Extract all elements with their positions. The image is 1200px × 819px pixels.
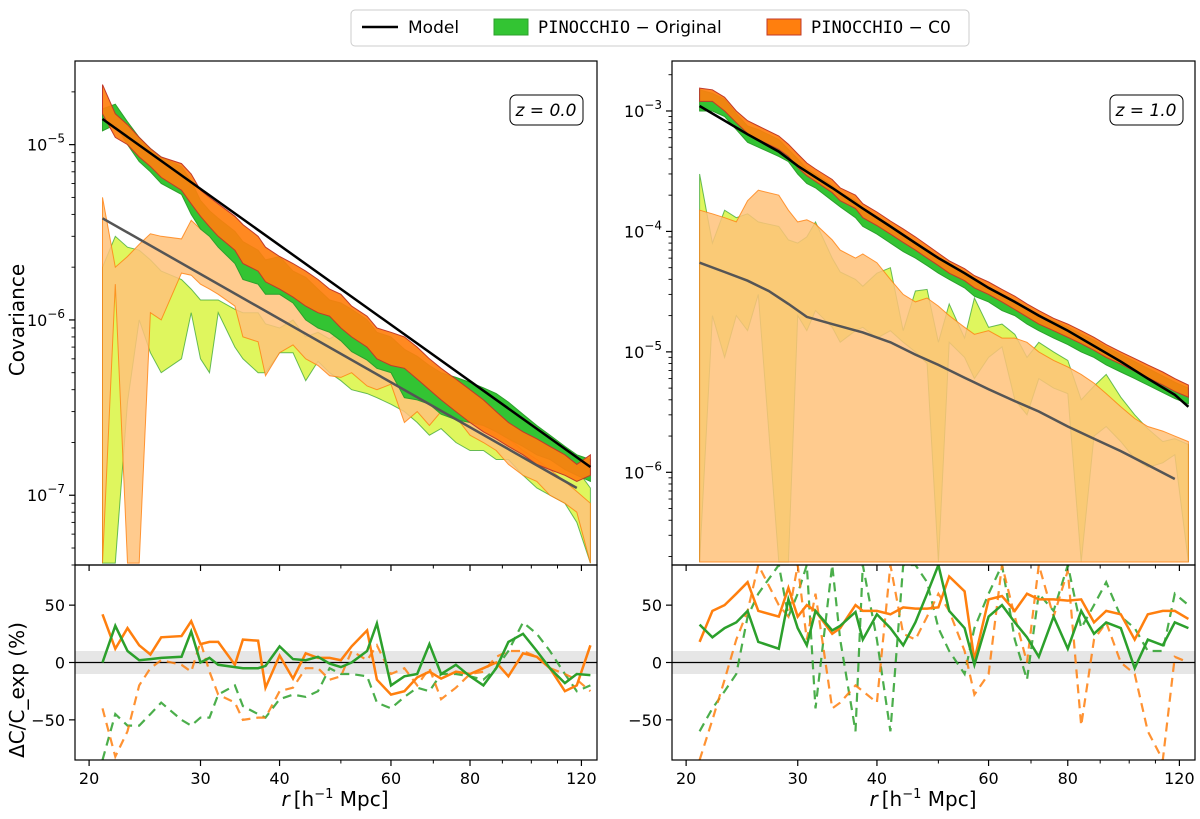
x-axis-label-right-unit: [h — [882, 787, 902, 811]
model-offdiag-line — [699, 261, 1176, 481]
x-axis-label-left-rest: Mpc] — [333, 787, 388, 811]
c0-diag-residual — [101, 613, 592, 696]
redshift-box-z0 — [509, 94, 584, 126]
x-axis-label-right: r [h−1 Mpc] — [870, 787, 977, 811]
z1res-xtick-label-40: 40 — [867, 769, 887, 788]
covariance-panel-z0: 10−7 10−6 10−5 — [27, 60, 598, 571]
legend-c0-suffix: − C0 — [903, 18, 951, 38]
z1res-plot-area — [672, 565, 1195, 760]
z1-ytick-label: 10−4 — [624, 218, 662, 241]
z0res-xtick-label-80: 80 — [460, 769, 480, 788]
legend-original-swatch — [493, 18, 529, 36]
redshift-box-z1 — [1109, 94, 1184, 126]
z0-ytick-label: 10−6 — [27, 307, 65, 330]
x-axis-label-right-var: r — [870, 787, 880, 811]
x-axis-label-right-sup: −1 — [902, 787, 921, 802]
covariance-panel-z1: 10−6 10−5 10−4 10−3 — [624, 60, 1196, 571]
z1-ytick-label: 10−6 — [624, 459, 662, 482]
y-axis-label-residual: ΔC/C_exp (%) — [5, 622, 29, 758]
z1res-xtick-label-120: 120 — [1164, 769, 1195, 788]
model-offdiag-line — [101, 217, 578, 490]
z0res-xtick-label-20: 20 — [79, 769, 99, 788]
x-axis-label-left: r [h−1 Mpc] — [282, 787, 389, 811]
z0res-ytick-label: 50 — [45, 596, 65, 615]
c0-offdiag-band — [699, 189, 1189, 563]
c0-diag-band — [699, 87, 1189, 398]
z1res-xtick-label-60: 60 — [978, 769, 998, 788]
legend-original-label: PINOCCHIO − Original — [538, 18, 722, 38]
z0res-xtick-label-40: 40 — [269, 769, 289, 788]
original-diag-residual — [101, 619, 591, 688]
model-diag-line — [698, 104, 1190, 408]
z1res-ytick-label: 0 — [652, 654, 662, 673]
z1-ytick-label: 10−5 — [624, 339, 662, 362]
z1res-ytick-label: 50 — [642, 596, 662, 615]
c0-diag-residual — [698, 574, 1190, 661]
legend-c0-label: PINOCCHIO − C0 — [811, 18, 951, 38]
c0-diag-band — [102, 84, 591, 482]
z0-ytick-label: 10−7 — [27, 482, 65, 505]
original-offdiag-residual — [101, 620, 591, 760]
z1res-xtick-label-80: 80 — [1058, 769, 1078, 788]
residual-panel-z1: −50 0 50 20 30 40 60 80 120 — [628, 564, 1196, 788]
residual-panel-z0: −50 0 50 20 30 40 60 80 120 — [31, 564, 598, 788]
z0res-plot-area — [75, 613, 597, 760]
legend-model-label: Model — [408, 18, 459, 38]
legend: Model PINOCCHIO − Original PINOCCHIO − C… — [350, 9, 970, 47]
z0res-xtick-label-30: 30 — [190, 769, 210, 788]
legend-original-prefix: PINOCCHIO — [538, 18, 630, 38]
z0res-ytick-label: 0 — [55, 654, 65, 673]
redshift-text-z0: z = 0.0 — [514, 101, 576, 121]
redshift-label-z0: z = 0.0 — [509, 94, 584, 126]
c0-offdiag-residual — [698, 565, 1189, 760]
z0res-xtick-label-60: 60 — [381, 769, 401, 788]
x-axis-label-right-rest: Mpc] — [921, 787, 976, 811]
x-axis-label-left-unit: [h — [294, 787, 314, 811]
redshift-text-z1: z = 1.0 — [1114, 101, 1176, 121]
legend-c0-prefix: PINOCCHIO — [811, 18, 903, 38]
y-axis-label-covariance: Covariance — [5, 264, 29, 376]
z0-plot-area — [101, 84, 592, 564]
z0-ytick-label: 10−5 — [27, 132, 65, 155]
z1-ytick-label: 10−3 — [624, 98, 662, 121]
z1res-xtick-label-20: 20 — [676, 769, 696, 788]
z1-plot-area — [698, 87, 1190, 563]
x-axis-label-left-sup: −1 — [314, 787, 333, 802]
z1res-xtick-label-30: 30 — [788, 769, 808, 788]
z0res-xtick-label-120: 120 — [566, 769, 597, 788]
legend-c0-swatch — [766, 18, 802, 36]
redshift-label-z1: z = 1.0 — [1109, 94, 1184, 126]
x-axis-label-left-var: r — [282, 787, 292, 811]
original-diag-residual — [698, 565, 1189, 672]
z0res-ytick-label: −50 — [31, 711, 65, 730]
z1res-ytick-label: −50 — [628, 711, 662, 730]
model-diag-line — [101, 117, 592, 469]
legend-original-suffix: − Original — [630, 18, 722, 38]
